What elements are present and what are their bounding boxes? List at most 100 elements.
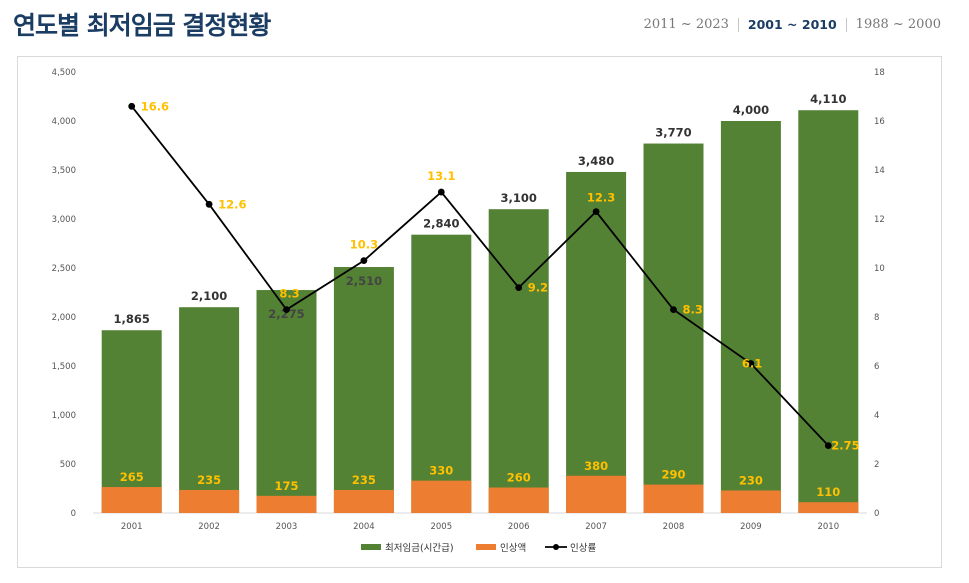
wage-value-label: 2,100 xyxy=(191,289,227,303)
increase-value-label: 290 xyxy=(661,468,685,482)
rate-value-label: 9.2 xyxy=(528,281,548,295)
rate-point xyxy=(747,360,755,367)
wage-value-label: 3,480 xyxy=(578,154,614,168)
rate-value-label: 10.3 xyxy=(350,238,378,252)
y-left-tick-label: 3,500 xyxy=(52,166,76,176)
legend-swatch-increase xyxy=(476,544,496,550)
wage-value-label: 1,865 xyxy=(114,312,150,326)
increase-bar xyxy=(488,487,549,513)
rate-value-label: 16.6 xyxy=(141,99,169,113)
rate-value-label: 13.1 xyxy=(427,169,455,183)
y-right-tick-label: 18 xyxy=(874,68,885,78)
rate-point xyxy=(283,306,290,314)
wage-value-label: 2,840 xyxy=(423,217,459,231)
y-left-tick-label: 1,500 xyxy=(52,362,76,372)
y-left-tick-label: 3,000 xyxy=(52,215,76,225)
x-tick-label: 2001 xyxy=(121,522,143,532)
y-right-tick-label: 12 xyxy=(874,215,885,225)
minimum-wage-chart: 0 500 1,000 1,500 2,000 2,500 3,000 3,500 4,000 4… xyxy=(52,68,885,554)
rate-point xyxy=(824,442,832,450)
wage-bar xyxy=(566,171,627,513)
rate-point xyxy=(128,102,136,110)
y-left-tick-label: 1,000 xyxy=(52,411,76,421)
wage-bar xyxy=(256,290,317,513)
increase-value-label: 260 xyxy=(507,471,531,485)
increase-value-label: 330 xyxy=(429,464,453,478)
increase-value-label: 380 xyxy=(584,459,608,473)
range-divider xyxy=(737,17,739,32)
y-right-tick-label: 16 xyxy=(874,117,885,127)
wage-bar xyxy=(333,267,394,513)
rate-point xyxy=(515,284,523,291)
rate-point xyxy=(205,200,213,208)
rate-point xyxy=(437,188,445,196)
rate-value-label: 6.1 xyxy=(742,357,762,371)
legend-swatch-wage xyxy=(361,544,381,550)
x-tick-label: 2006 xyxy=(508,522,530,532)
wage-bar xyxy=(411,234,472,513)
page-title: 연도별 최저임금 결정현황 xyxy=(13,11,271,40)
y-right-tick-label: 14 xyxy=(874,166,885,176)
increase-bar xyxy=(411,480,472,513)
increase-bar xyxy=(643,484,704,513)
y-left-tick-label: 0 xyxy=(71,509,76,519)
legend-label-wage: 최저임금(시간급) xyxy=(385,542,454,554)
legend-label-rate: 인상률 xyxy=(570,543,596,554)
rate-point xyxy=(670,306,677,314)
rate-point xyxy=(360,257,368,265)
y-left-tick-label: 2,500 xyxy=(52,264,76,274)
increase-value-label: 235 xyxy=(352,473,376,487)
y-right-tick-label: 10 xyxy=(874,264,885,274)
range-link-2001-2010[interactable]: 2001 ~ 2010 xyxy=(747,17,837,32)
increase-bar xyxy=(333,489,394,513)
x-tick-label: 2008 xyxy=(663,522,685,532)
x-tick-label: 2004 xyxy=(353,522,375,532)
rate-value-label: 12.3 xyxy=(587,191,615,205)
year-range-nav: 2011 ~ 2023 2001 ~ 2010 1988 ~ 2000 xyxy=(644,17,941,32)
y-right-tick-label: 2 xyxy=(874,460,879,470)
wage-value-label: 3,770 xyxy=(655,126,691,140)
y-right-tick-label: 6 xyxy=(874,362,879,372)
increase-bar xyxy=(256,495,317,513)
wage-bar xyxy=(488,209,549,513)
x-tick-label: 2007 xyxy=(585,522,607,532)
range-link-2011-2023[interactable]: 2011 ~ 2023 xyxy=(643,17,729,32)
y-left-tick-label: 4,000 xyxy=(52,117,76,127)
increase-value-label: 230 xyxy=(739,473,763,487)
x-tick-label: 2003 xyxy=(276,522,298,532)
wage-bar xyxy=(643,143,704,513)
wage-value-label: 2,275 xyxy=(268,307,304,321)
wage-value-label: 4,000 xyxy=(733,103,769,117)
y-left-tick-label: 2,000 xyxy=(52,313,76,323)
increase-bar xyxy=(179,489,240,513)
rate-value-label: 8.3 xyxy=(683,303,703,317)
y-left-tick-label: 4,500 xyxy=(52,68,76,78)
rate-point xyxy=(592,208,600,216)
increase-value-label: 265 xyxy=(120,470,144,484)
wage-bar xyxy=(720,121,781,513)
increase-bar xyxy=(720,490,781,513)
rate-value-label: 2.75 xyxy=(831,439,859,453)
x-tick-label: 2010 xyxy=(817,522,839,532)
range-link-1988-2000[interactable]: 1988 ~ 2000 xyxy=(855,17,941,32)
chart-container: 0 500 1,000 1,500 2,000 2,500 3,000 3,500 4,000 4… xyxy=(17,56,942,568)
rate-line xyxy=(130,105,829,447)
increase-value-label: 235 xyxy=(197,473,221,487)
rate-value-label: 8.3 xyxy=(279,287,299,301)
x-tick-label: 2002 xyxy=(198,522,220,532)
wage-bar xyxy=(179,307,240,513)
increase-bar xyxy=(566,475,627,513)
y-left-tick-label: 500 xyxy=(60,460,76,470)
wage-value-label: 4,110 xyxy=(810,92,846,106)
wage-value-label: 3,100 xyxy=(501,191,537,205)
x-tick-label: 2005 xyxy=(430,522,452,532)
y-right-tick-label: 8 xyxy=(874,313,879,323)
range-divider xyxy=(845,17,847,32)
wage-bar xyxy=(101,330,162,513)
legend-label-increase: 인상액 xyxy=(500,542,526,554)
legend-marker-rate xyxy=(553,544,559,550)
y-right-tick-label: 4 xyxy=(874,411,879,421)
wage-value-label: 2,510 xyxy=(346,274,382,288)
increase-bar xyxy=(101,487,162,513)
rate-value-label: 12.6 xyxy=(218,197,246,211)
